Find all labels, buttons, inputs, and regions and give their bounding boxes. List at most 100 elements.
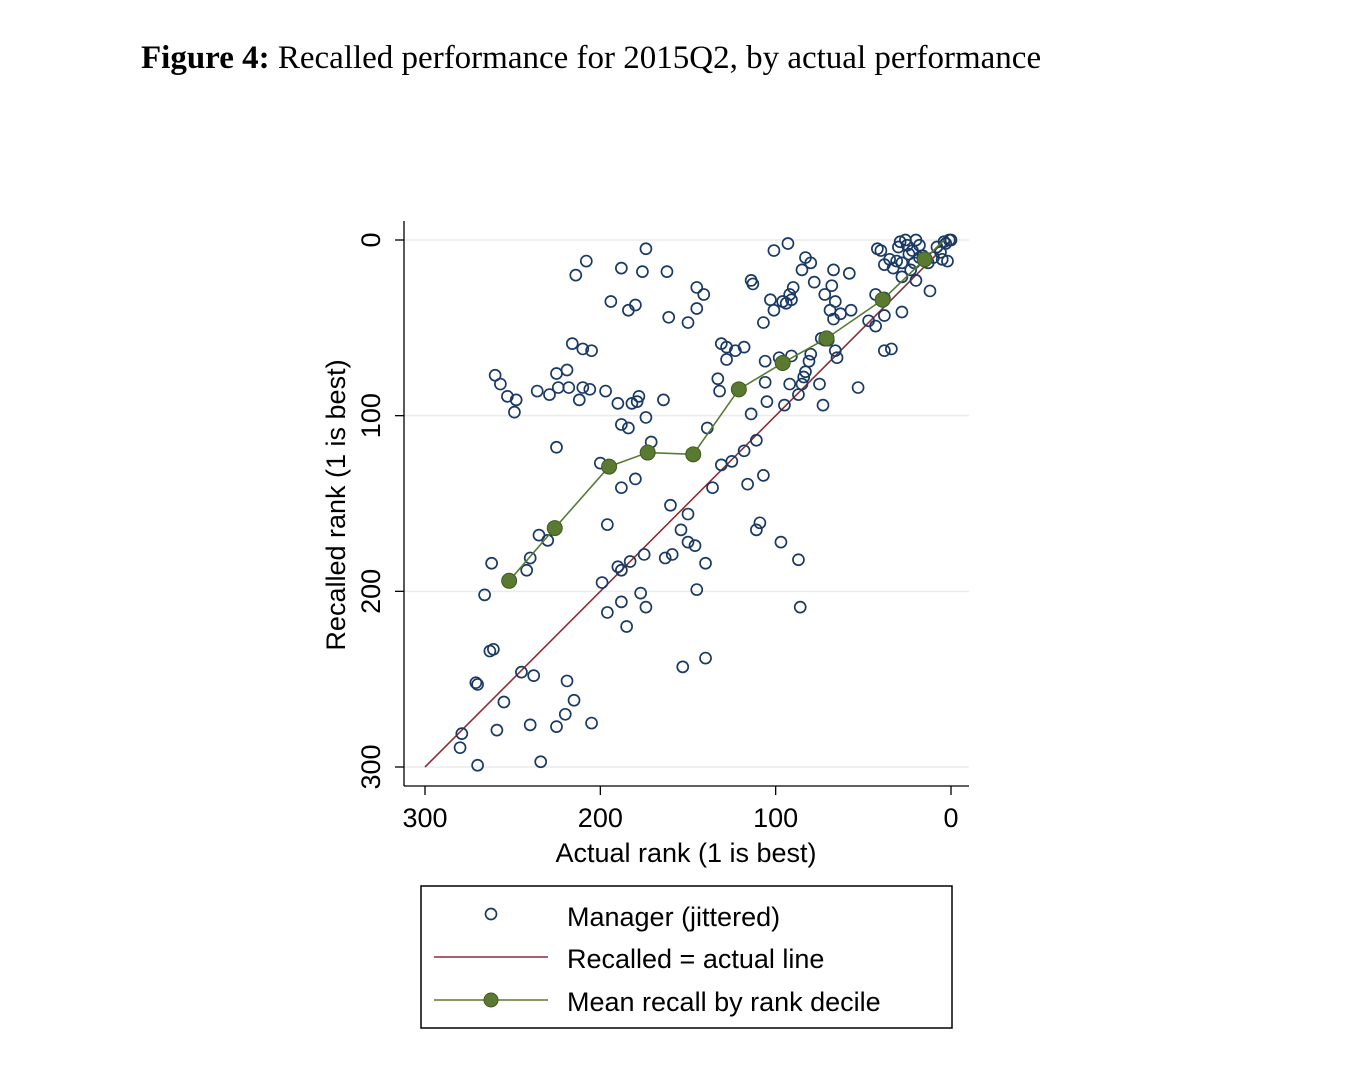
manager-point <box>681 507 695 521</box>
manager-point <box>471 758 484 772</box>
manager-point <box>600 518 614 531</box>
manager-point <box>937 235 951 249</box>
manager-point <box>690 281 704 294</box>
manager-point <box>816 398 830 412</box>
manager-point <box>753 516 767 530</box>
manager-point <box>527 669 541 683</box>
manager-point <box>658 551 672 565</box>
legend-mean-label: Mean recall by rank decile <box>567 987 881 1017</box>
manager-point <box>488 368 502 382</box>
mean-recall-layer <box>501 239 945 589</box>
manager-point <box>615 595 628 609</box>
manager-point <box>895 305 909 319</box>
legend-mean-marker <box>483 992 499 1008</box>
manager-point <box>497 695 511 709</box>
x-tick-label: 0 <box>943 803 958 833</box>
manager-point <box>750 523 763 537</box>
manager-point <box>660 265 674 278</box>
mean-recall-marker <box>774 354 791 371</box>
manager-point <box>604 295 618 308</box>
manager-point <box>892 240 905 254</box>
manager-point <box>455 727 469 740</box>
manager-point <box>639 242 653 256</box>
manager-point <box>487 642 500 656</box>
manager-point <box>711 372 725 386</box>
mean-recall-marker <box>916 251 933 268</box>
manager-point <box>825 279 839 293</box>
mean-recall-line <box>508 239 945 582</box>
manager-point <box>639 600 653 614</box>
manager-point <box>634 586 648 600</box>
manager-point <box>778 398 791 412</box>
manager-point <box>585 716 598 730</box>
manager-point <box>562 381 576 394</box>
y-tick-label: 200 <box>356 569 386 614</box>
manager-point <box>560 674 574 688</box>
manager-point <box>485 556 498 570</box>
manager-point <box>534 755 548 769</box>
manager-point <box>851 381 865 394</box>
y-axis-label: Recalled rank (1 is best) <box>321 359 351 650</box>
manager-point <box>567 693 581 707</box>
manager-point <box>767 303 781 317</box>
x-tick-label: 300 <box>402 803 447 833</box>
manager-point <box>813 377 826 391</box>
manager-point <box>886 261 900 275</box>
manager-point <box>515 665 528 679</box>
manager-point <box>795 377 809 391</box>
manager-point <box>688 539 702 553</box>
manager-point <box>630 395 644 408</box>
manager-point <box>576 381 590 394</box>
manager-point <box>622 421 635 435</box>
manager-point <box>699 651 712 665</box>
manager-point <box>620 620 633 633</box>
manager-point <box>871 242 884 256</box>
manager-point <box>746 277 760 291</box>
mean-recall-marker <box>874 291 891 308</box>
manager-point <box>572 393 586 407</box>
manager-point <box>550 367 563 380</box>
manager-point <box>579 254 593 268</box>
manager-point <box>792 388 805 401</box>
manager-point <box>629 298 642 312</box>
x-tick-label: 100 <box>753 803 798 833</box>
manager-point <box>453 741 467 755</box>
manager-points-layer <box>453 233 958 772</box>
manager-point <box>802 354 816 368</box>
legend: Manager (jittered) Recalled = actual lin… <box>420 885 953 1029</box>
manager-point <box>636 265 649 278</box>
manager-point <box>699 556 712 570</box>
manager-point <box>543 388 556 401</box>
manager-point <box>681 535 695 549</box>
manager-point <box>944 233 958 247</box>
manager-point <box>758 354 772 368</box>
manager-point <box>523 718 537 732</box>
manager-point <box>576 342 590 356</box>
manager-point <box>639 411 653 424</box>
manager-point <box>893 235 907 249</box>
manager-point <box>909 274 923 287</box>
manager-point <box>681 316 695 329</box>
manager-point <box>629 472 642 486</box>
figure-label: Figure 4: <box>141 40 270 76</box>
manager-point <box>508 405 521 419</box>
manager-point <box>665 548 679 561</box>
manager-point <box>878 309 891 322</box>
x-axis-label: Actual rank (1 is best) <box>555 838 816 868</box>
manager-point <box>713 384 726 398</box>
mean-recall-marker <box>730 381 747 398</box>
manager-point <box>783 377 797 391</box>
manager-point <box>697 288 711 301</box>
manager-point <box>830 351 844 365</box>
manager-point <box>909 233 923 247</box>
manager-point <box>786 281 800 294</box>
manager-point <box>599 384 612 398</box>
manager-point <box>551 381 565 394</box>
manager-point <box>774 535 788 549</box>
manager-point <box>532 528 546 542</box>
manager-point <box>793 600 807 614</box>
manager-point <box>706 481 719 495</box>
manager-point <box>637 548 651 561</box>
manager-point <box>818 288 832 301</box>
manager-point <box>615 418 628 431</box>
